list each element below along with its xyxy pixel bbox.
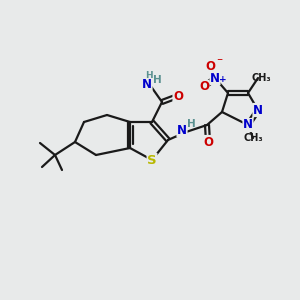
Text: H: H [187,119,195,129]
Text: N: N [142,79,152,92]
Text: +: + [219,76,227,85]
Text: N: N [253,103,263,116]
Text: N: N [177,124,187,136]
Text: CH₃: CH₃ [243,133,263,143]
Text: ⁻: ⁻ [216,56,222,70]
Text: H: H [153,75,161,85]
Text: O: O [199,80,209,94]
Text: CH₃: CH₃ [251,73,271,83]
Text: H: H [145,71,153,80]
Text: N: N [243,118,253,131]
Text: N: N [210,71,220,85]
Text: O: O [205,59,215,73]
Text: O: O [173,89,183,103]
Text: O: O [203,136,213,148]
Text: S: S [147,154,157,166]
